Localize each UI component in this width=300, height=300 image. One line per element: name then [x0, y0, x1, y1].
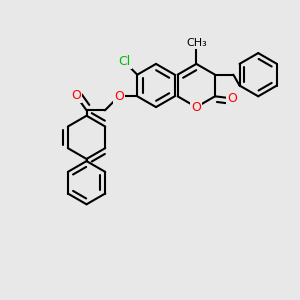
Text: O: O	[114, 90, 124, 103]
Text: O: O	[191, 100, 201, 114]
Text: Cl: Cl	[118, 55, 130, 68]
Text: CH₃: CH₃	[186, 38, 207, 47]
Text: O: O	[71, 89, 81, 102]
Text: O: O	[227, 92, 237, 105]
